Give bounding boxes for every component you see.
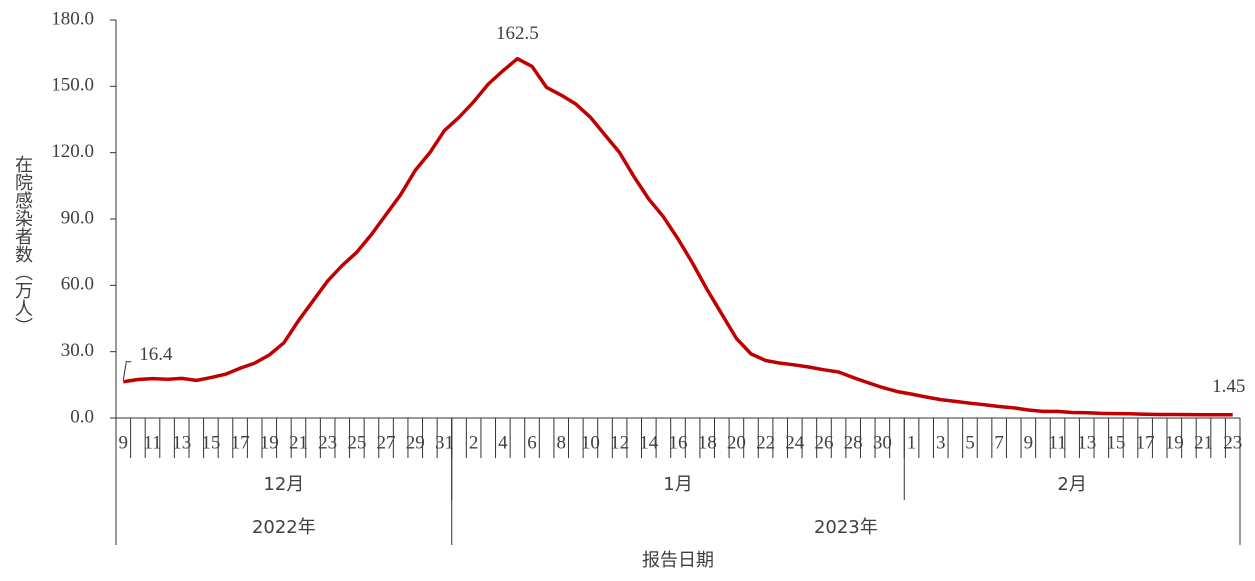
group-label: 1月 xyxy=(663,474,692,495)
x-tick-label: 22 xyxy=(756,432,775,453)
x-tick-label: 7 xyxy=(994,432,1004,453)
x-tick-label: 25 xyxy=(347,432,366,453)
data-line xyxy=(123,56,1233,417)
x-tick-label: 17 xyxy=(231,432,250,453)
y-tick-label: 150.0 xyxy=(51,75,94,96)
y-tick-label: 90.0 xyxy=(61,207,94,228)
x-tick-label: 23 xyxy=(318,432,337,453)
x-tick-label: 11 xyxy=(143,432,161,453)
x-tick-label: 1 xyxy=(907,432,917,453)
data-label: 1.45 xyxy=(1212,376,1245,397)
group-label: 12月 xyxy=(263,474,304,495)
x-axis-title: 报告日期 xyxy=(642,550,714,571)
x-tick-label: 6 xyxy=(527,432,537,453)
x-tick-label: 28 xyxy=(844,432,863,453)
x-tick-label: 8 xyxy=(556,432,566,453)
x-tick-label: 2 xyxy=(469,432,479,453)
data-label: 16.4 xyxy=(139,344,173,365)
y-tick-label: 180.0 xyxy=(51,8,94,29)
y-tick-label: 0.0 xyxy=(70,406,94,427)
x-tick-label: 19 xyxy=(260,432,279,453)
x-tick-label: 23 xyxy=(1223,432,1242,453)
group-label: 2月 xyxy=(1057,474,1086,495)
x-tick-label: 26 xyxy=(814,432,833,453)
x-tick-label: 12 xyxy=(610,432,629,453)
y-tick-label: 120.0 xyxy=(51,141,94,162)
x-tick-label: 5 xyxy=(965,432,975,453)
x-tick-label: 9 xyxy=(119,432,129,453)
x-tick-label: 4 xyxy=(498,432,508,453)
x-tick-label: 31 xyxy=(435,432,454,453)
y-tick-label: 30.0 xyxy=(61,340,94,361)
x-tick-label: 27 xyxy=(377,432,396,453)
x-tick-label: 18 xyxy=(698,432,717,453)
x-tick-label: 10 xyxy=(581,432,600,453)
x-tick-label: 11 xyxy=(1048,432,1066,453)
x-tick-label: 24 xyxy=(785,432,805,453)
x-tick-label: 29 xyxy=(406,432,425,453)
x-tick-label: 19 xyxy=(1165,432,1184,453)
x-tick-label: 15 xyxy=(201,432,220,453)
label-leader xyxy=(122,361,132,380)
y-tick-label: 60.0 xyxy=(61,274,94,295)
data-label: 162.5 xyxy=(496,23,539,44)
x-tick-label: 21 xyxy=(1194,432,1213,453)
x-tick-label: 21 xyxy=(289,432,308,453)
y-axis-title: 在院感染者数（万人） xyxy=(12,155,33,335)
x-tick-label: 20 xyxy=(727,432,746,453)
x-tick-label: 9 xyxy=(1024,432,1034,453)
x-tick-label: 13 xyxy=(1077,432,1096,453)
x-tick-label: 13 xyxy=(172,432,191,453)
x-tick-label: 16 xyxy=(669,432,688,453)
group-label: 2023年 xyxy=(814,517,878,538)
x-tick-label: 3 xyxy=(936,432,946,453)
group-label: 2022年 xyxy=(252,517,316,538)
x-tick-label: 15 xyxy=(1106,432,1125,453)
x-tick-label: 17 xyxy=(1136,432,1155,453)
x-tick-label: 30 xyxy=(873,432,892,453)
x-tick-label: 14 xyxy=(639,432,659,453)
